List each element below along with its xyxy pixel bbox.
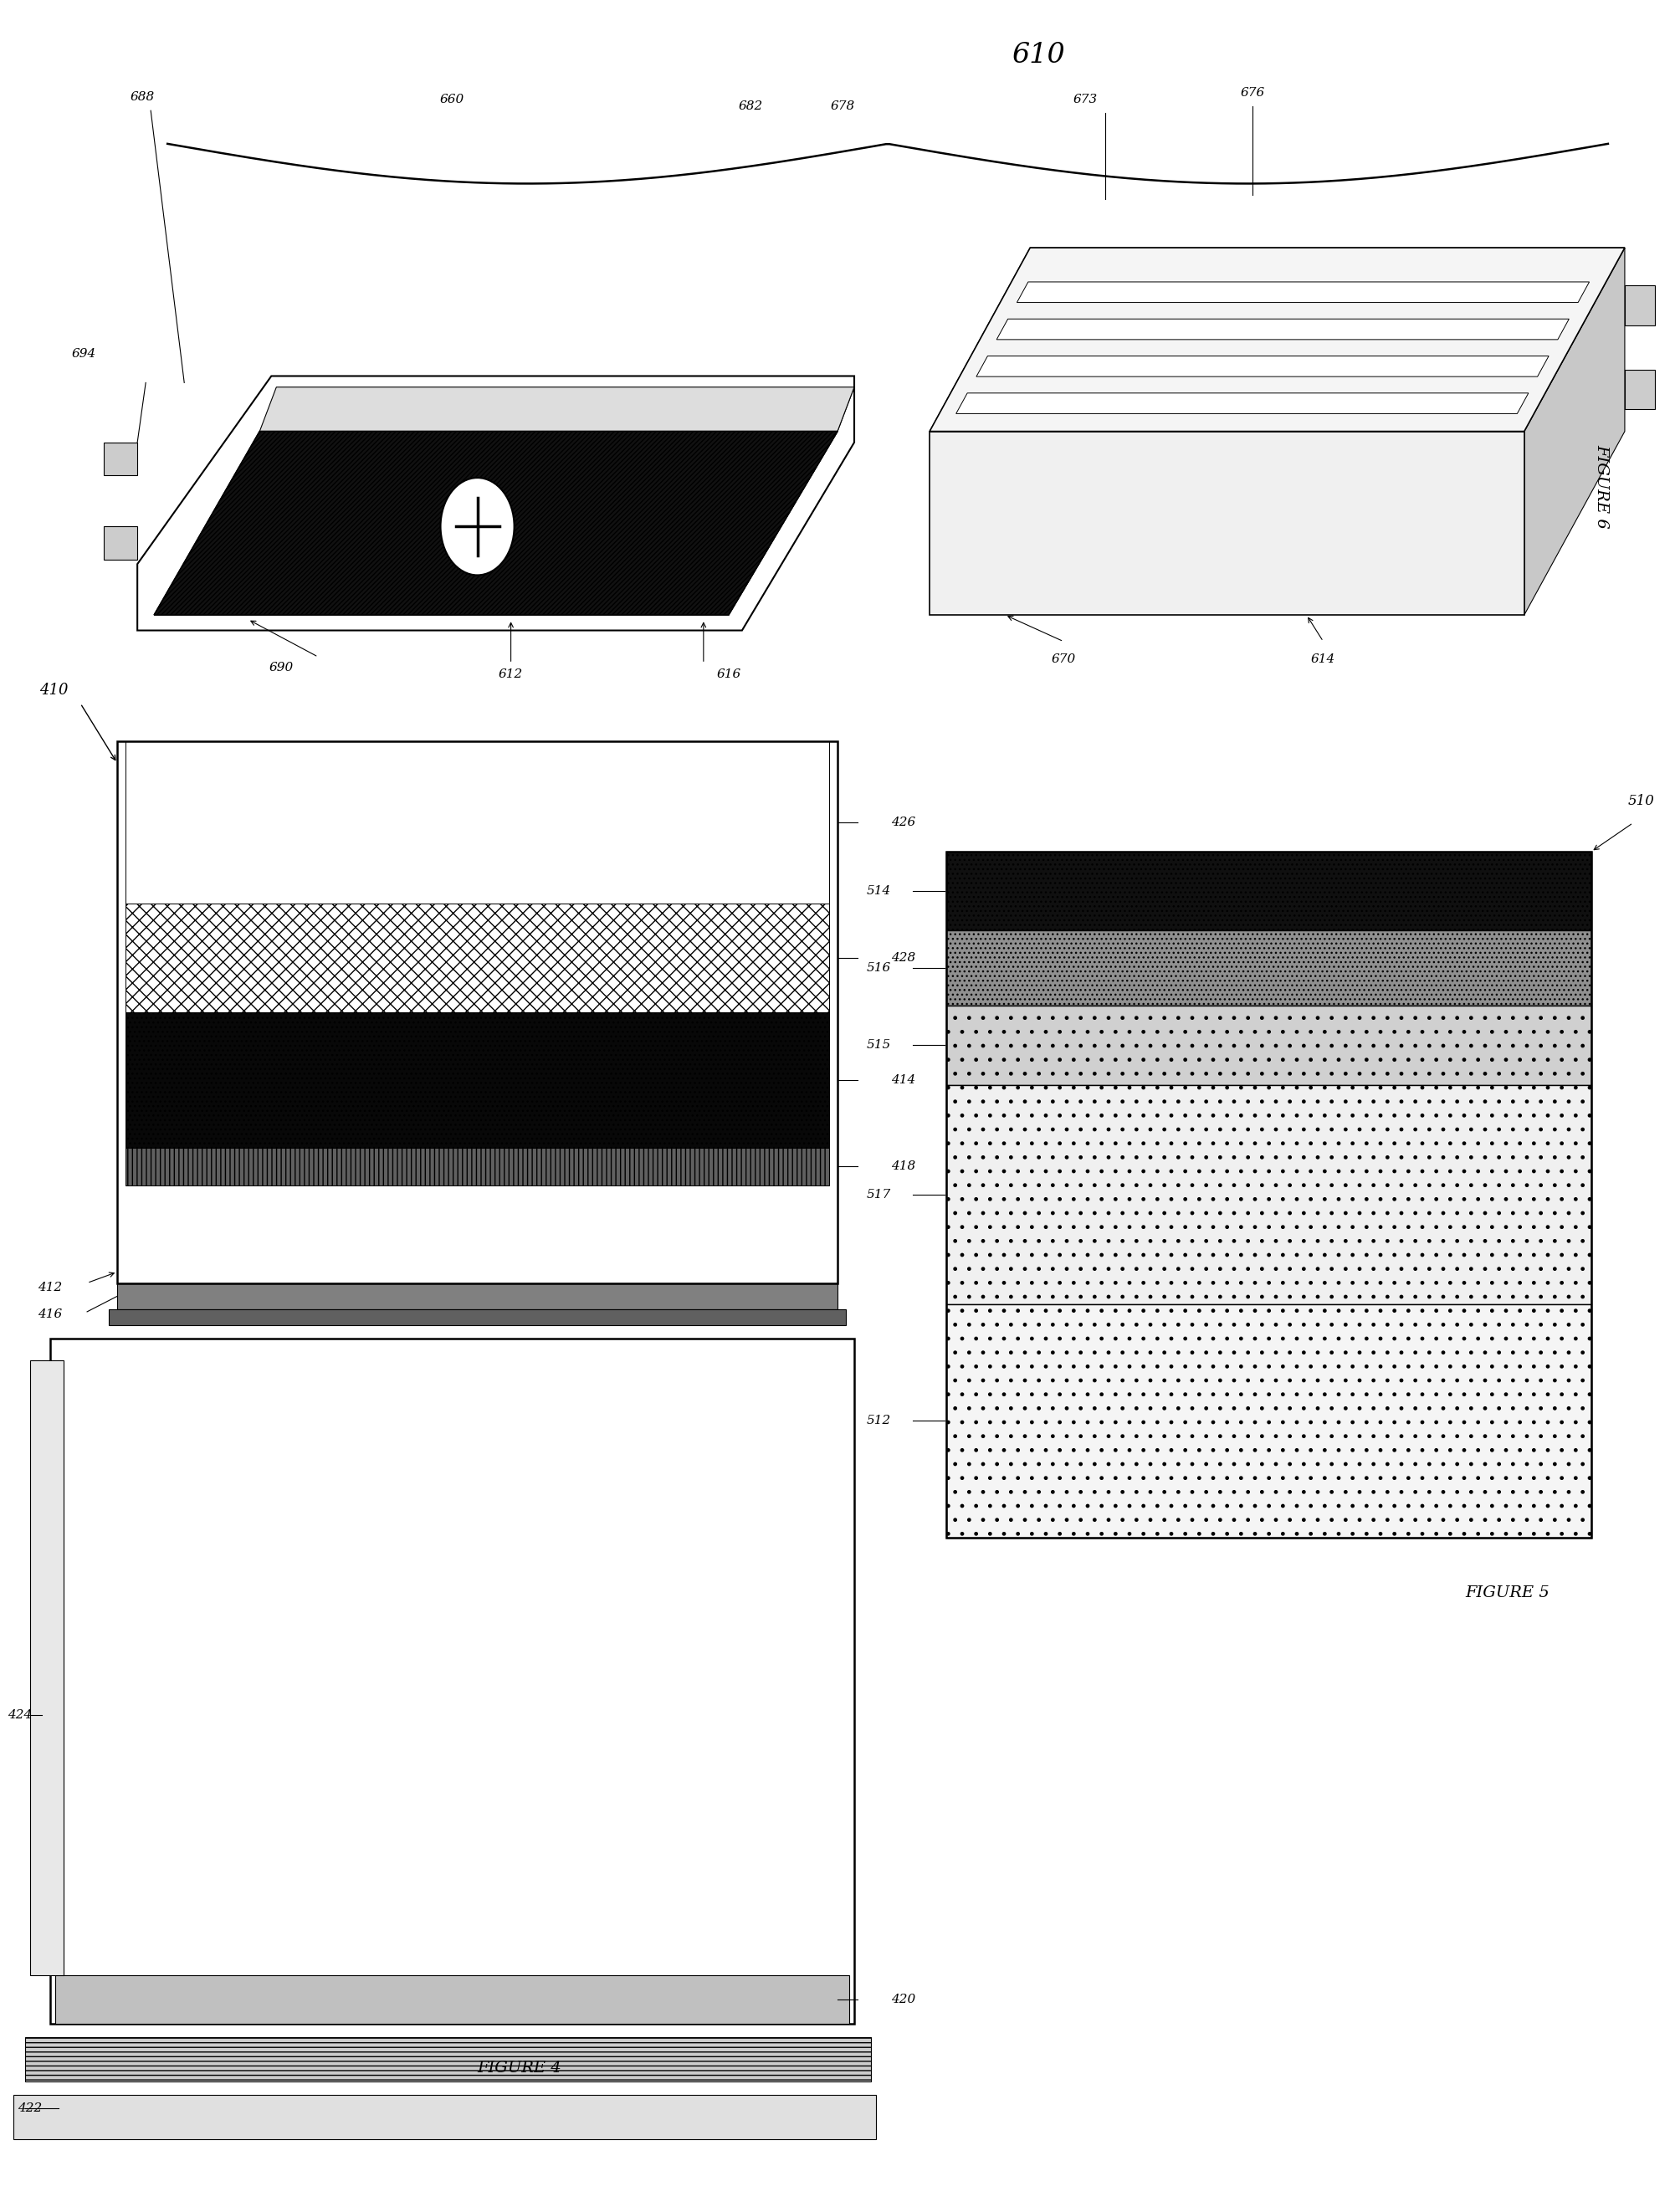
Polygon shape (154, 431, 838, 615)
Bar (50, 1338, 854, 2024)
Bar (30, 1360, 64, 1975)
Polygon shape (104, 442, 137, 476)
Text: 420: 420 (891, 1993, 916, 2006)
Bar (25, 2037, 871, 2081)
Text: 516: 516 (866, 962, 891, 973)
Text: 678: 678 (831, 100, 854, 113)
Text: 512: 512 (866, 1416, 891, 1427)
Text: FIGURE 5: FIGURE 5 (1466, 1586, 1549, 1599)
Polygon shape (1625, 369, 1655, 409)
Text: 694: 694 (72, 347, 95, 361)
Bar (126, 1148, 829, 1186)
Polygon shape (977, 356, 1549, 376)
Text: 682: 682 (739, 100, 762, 113)
Bar (126, 741, 829, 902)
Polygon shape (260, 387, 854, 431)
Text: FIGURE 6: FIGURE 6 (1595, 445, 1608, 529)
Text: 510: 510 (1628, 794, 1655, 807)
Circle shape (441, 478, 514, 575)
Polygon shape (1017, 281, 1590, 303)
Bar (13, 2095, 876, 2139)
Text: 517: 517 (866, 1188, 891, 1201)
Text: 424: 424 (8, 1710, 32, 1721)
Text: 428: 428 (891, 951, 916, 964)
Polygon shape (104, 526, 137, 560)
Polygon shape (956, 394, 1529, 414)
Bar (946, 1006, 1591, 1084)
Text: 414: 414 (891, 1073, 916, 1086)
Text: 422: 422 (18, 2101, 42, 2115)
Text: 426: 426 (891, 816, 916, 827)
Text: 660: 660 (441, 93, 464, 106)
Bar (946, 1305, 1591, 1537)
Polygon shape (154, 431, 838, 615)
Bar (946, 1084, 1591, 1305)
Polygon shape (997, 319, 1569, 341)
Polygon shape (1524, 248, 1625, 615)
Text: 690: 690 (270, 661, 293, 675)
Polygon shape (930, 248, 1625, 431)
Bar (109, 1310, 846, 1325)
Text: 612: 612 (499, 668, 523, 681)
Text: FIGURE 4: FIGURE 4 (477, 2062, 561, 2075)
Text: 688: 688 (131, 91, 154, 104)
Bar (117, 1283, 838, 1310)
Text: 614: 614 (1312, 653, 1335, 666)
Text: 515: 515 (866, 1040, 891, 1051)
Text: 514: 514 (866, 885, 891, 896)
Text: 410: 410 (39, 684, 69, 697)
Text: 610: 610 (1012, 42, 1065, 69)
Bar (126, 902, 829, 1013)
Bar (946, 852, 1591, 931)
Text: 416: 416 (39, 1307, 62, 1321)
Polygon shape (930, 248, 1625, 431)
Polygon shape (930, 431, 1524, 615)
Bar (946, 931, 1591, 1006)
Text: 673: 673 (1074, 93, 1097, 106)
Bar (55, 1975, 849, 2024)
Bar (126, 1011, 829, 1148)
Text: 616: 616 (717, 668, 740, 681)
Polygon shape (1625, 285, 1655, 325)
Text: 418: 418 (891, 1161, 916, 1172)
Bar (946, 852, 1591, 1537)
Bar (117, 741, 838, 1283)
Text: 670: 670 (1052, 653, 1075, 666)
Text: 676: 676 (1241, 86, 1265, 100)
Text: 412: 412 (39, 1281, 62, 1294)
Polygon shape (729, 387, 854, 615)
